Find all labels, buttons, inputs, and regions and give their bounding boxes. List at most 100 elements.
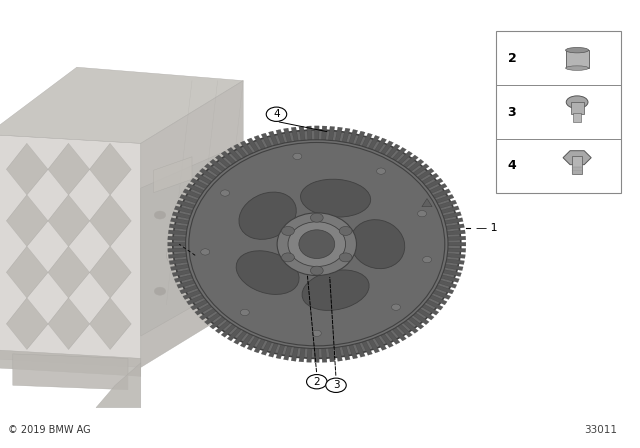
Circle shape [218, 287, 230, 295]
Bar [566, 50, 589, 68]
Ellipse shape [189, 142, 445, 346]
Polygon shape [180, 194, 198, 203]
Polygon shape [381, 141, 394, 155]
Polygon shape [368, 135, 380, 150]
Polygon shape [6, 298, 48, 349]
Polygon shape [200, 309, 216, 320]
Polygon shape [254, 135, 266, 150]
Polygon shape [169, 224, 188, 229]
Polygon shape [183, 290, 201, 300]
Polygon shape [362, 133, 372, 147]
Polygon shape [447, 230, 465, 235]
Polygon shape [177, 200, 195, 208]
Polygon shape [169, 259, 188, 264]
Polygon shape [90, 195, 131, 246]
Polygon shape [448, 236, 466, 240]
Polygon shape [276, 129, 285, 144]
Polygon shape [397, 151, 412, 164]
Polygon shape [195, 304, 212, 315]
Polygon shape [48, 246, 90, 298]
Ellipse shape [186, 140, 448, 349]
Polygon shape [210, 159, 225, 172]
Polygon shape [322, 348, 327, 362]
Bar [571, 102, 584, 114]
Text: — 1: — 1 [476, 224, 497, 233]
Polygon shape [355, 131, 365, 146]
Polygon shape [362, 341, 372, 355]
Polygon shape [307, 126, 312, 140]
Circle shape [241, 309, 250, 315]
Polygon shape [90, 298, 131, 349]
Ellipse shape [288, 222, 346, 267]
Polygon shape [96, 363, 141, 408]
Text: 2: 2 [314, 377, 320, 387]
Polygon shape [177, 280, 195, 288]
Polygon shape [422, 173, 439, 184]
Circle shape [326, 378, 346, 392]
Polygon shape [227, 147, 241, 161]
Polygon shape [446, 224, 465, 229]
Circle shape [154, 287, 166, 295]
Polygon shape [172, 270, 191, 276]
Polygon shape [168, 230, 186, 235]
Polygon shape [172, 212, 191, 219]
Ellipse shape [186, 250, 204, 260]
Polygon shape [436, 194, 454, 203]
Polygon shape [426, 178, 443, 189]
Circle shape [307, 375, 327, 389]
Ellipse shape [302, 270, 369, 310]
Polygon shape [174, 206, 193, 213]
Polygon shape [186, 295, 204, 305]
Polygon shape [284, 346, 292, 360]
Polygon shape [413, 164, 429, 176]
Polygon shape [443, 270, 461, 276]
Polygon shape [417, 309, 434, 320]
Polygon shape [443, 212, 461, 219]
Polygon shape [417, 168, 434, 180]
Circle shape [310, 213, 323, 222]
Polygon shape [247, 138, 259, 152]
Polygon shape [168, 236, 186, 240]
Polygon shape [90, 143, 131, 195]
Polygon shape [349, 129, 358, 144]
Circle shape [376, 168, 385, 174]
Circle shape [339, 227, 352, 236]
Polygon shape [291, 127, 298, 141]
Polygon shape [433, 189, 451, 198]
Polygon shape [254, 339, 266, 353]
Polygon shape [328, 348, 335, 362]
Polygon shape [90, 246, 131, 298]
Polygon shape [168, 254, 186, 258]
Polygon shape [168, 242, 186, 246]
Ellipse shape [236, 251, 299, 294]
Polygon shape [403, 155, 419, 168]
Polygon shape [234, 144, 247, 158]
Polygon shape [154, 157, 192, 193]
Polygon shape [261, 341, 272, 355]
Polygon shape [413, 313, 429, 325]
Polygon shape [200, 168, 216, 180]
Polygon shape [422, 304, 439, 315]
Polygon shape [269, 343, 278, 357]
Circle shape [293, 153, 302, 159]
Polygon shape [335, 347, 342, 361]
Polygon shape [299, 126, 305, 141]
Polygon shape [446, 259, 465, 264]
Polygon shape [403, 321, 419, 333]
Polygon shape [221, 151, 236, 164]
Polygon shape [170, 218, 189, 224]
Polygon shape [299, 348, 305, 362]
Polygon shape [448, 248, 466, 252]
Ellipse shape [301, 179, 371, 217]
Polygon shape [0, 349, 141, 376]
Ellipse shape [299, 230, 335, 258]
Polygon shape [335, 127, 342, 141]
Polygon shape [349, 345, 358, 359]
Polygon shape [328, 126, 335, 141]
Polygon shape [422, 198, 432, 207]
Polygon shape [322, 126, 327, 140]
Polygon shape [387, 331, 400, 345]
Polygon shape [445, 218, 463, 224]
Polygon shape [269, 131, 278, 146]
Polygon shape [234, 331, 247, 345]
